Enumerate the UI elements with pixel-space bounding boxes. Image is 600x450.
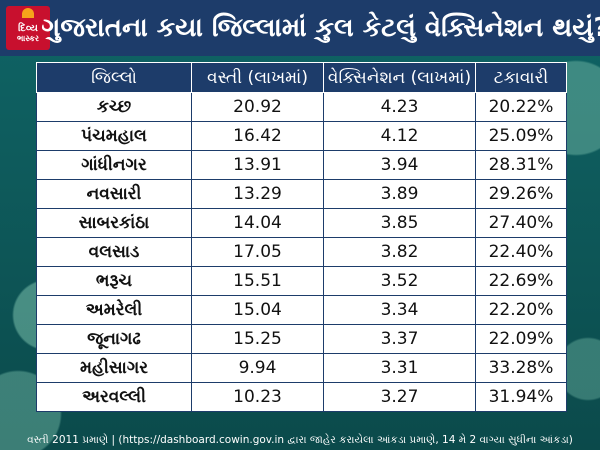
table-row: કચ્છ 20.92 4.23 20.22%	[36, 92, 567, 122]
table-row: નવસારી 13.29 3.89 29.26%	[36, 179, 567, 209]
district-cell: ગાંધીનગર	[36, 150, 192, 180]
header-percentage: ટકાવારી	[475, 62, 567, 93]
district-cell: ભરૂચ	[36, 266, 192, 296]
page-title: ગુજરાતના કયા જિલ્લામાં કુલ કેટલું વેક્સિ…	[41, 12, 600, 43]
population-cell: 13.29	[191, 179, 324, 209]
source-footnote: વસ્તી 2011 પ્રમાણે | (https://dashboard.…	[27, 434, 573, 446]
population-cell: 9.94	[191, 353, 324, 383]
table-row: ગાંધીનગર 13.91 3.94 28.31%	[36, 150, 567, 180]
table-row: વલસાડ 17.05 3.82 22.40%	[36, 237, 567, 267]
district-cell: સાબરકાંઠા	[36, 208, 192, 238]
sun-icon	[22, 8, 34, 18]
district-cell: અમરેલી	[36, 295, 192, 325]
vaccination-cell: 3.37	[323, 324, 476, 354]
divya-bhaskar-logo: દિવ્ય ભાસ્કર	[6, 6, 50, 50]
table-row: અમરેલી 15.04 3.34 22.20%	[36, 295, 567, 325]
table-row: મહીસાગર 9.94 3.31 33.28%	[36, 353, 567, 383]
percentage-cell: 20.22%	[475, 92, 567, 122]
logo-text-line1: દિવ્ય	[18, 22, 38, 34]
district-cell: જૂનાગઢ	[36, 324, 192, 354]
vaccination-table: જિલ્લો વસ્તી (લાખમાં) વેક્સિનેશન (લાખમાં…	[36, 62, 567, 412]
population-cell: 16.42	[191, 121, 324, 151]
district-cell: વલસાડ	[36, 237, 192, 267]
population-cell: 14.04	[191, 208, 324, 238]
vaccination-cell: 3.27	[323, 382, 476, 412]
table-row: સાબરકાંઠા 14.04 3.85 27.40%	[36, 208, 567, 238]
percentage-cell: 28.31%	[475, 150, 567, 180]
percentage-cell: 25.09%	[475, 121, 567, 151]
district-cell: મહીસાગર	[36, 353, 192, 383]
vaccination-cell: 3.52	[323, 266, 476, 296]
population-cell: 15.25	[191, 324, 324, 354]
vaccination-cell: 4.23	[323, 92, 476, 122]
population-cell: 10.23	[191, 382, 324, 412]
percentage-cell: 22.20%	[475, 295, 567, 325]
district-cell: નવસારી	[36, 179, 192, 209]
percentage-cell: 22.09%	[475, 324, 567, 354]
percentage-cell: 33.28%	[475, 353, 567, 383]
table-row: જૂનાગઢ 15.25 3.37 22.09%	[36, 324, 567, 354]
vaccination-cell: 3.34	[323, 295, 476, 325]
population-cell: 15.51	[191, 266, 324, 296]
population-cell: 17.05	[191, 237, 324, 267]
vaccination-cell: 3.89	[323, 179, 476, 209]
percentage-cell: 31.94%	[475, 382, 567, 412]
header-population: વસ્તી (લાખમાં)	[191, 62, 324, 93]
vaccination-cell: 3.31	[323, 353, 476, 383]
district-cell: અરવલ્લી	[36, 382, 192, 412]
table-header-row: જિલ્લો વસ્તી (લાખમાં) વેક્સિનેશન (લાખમાં…	[36, 62, 567, 93]
percentage-cell: 22.40%	[475, 237, 567, 267]
vaccination-cell: 3.82	[323, 237, 476, 267]
district-cell: કચ્છ	[36, 92, 192, 122]
vaccination-table-container: જિલ્લો વસ્તી (લાખમાં) વેક્સિનેશન (લાખમાં…	[36, 62, 567, 412]
district-cell: પંચમહાલ	[36, 121, 192, 151]
vaccination-cell: 3.94	[323, 150, 476, 180]
percentage-cell: 22.69%	[475, 266, 567, 296]
percentage-cell: 27.40%	[475, 208, 567, 238]
population-cell: 20.92	[191, 92, 324, 122]
logo-text-line2: ભાસ્કર	[16, 33, 40, 43]
header-bar: દિવ્ય ભાસ્કર ગુજરાતના કયા જિલ્લામાં કુલ …	[0, 0, 600, 56]
percentage-cell: 29.26%	[475, 179, 567, 209]
header-district: જિલ્લો	[36, 62, 192, 93]
table-row: ભરૂચ 15.51 3.52 22.69%	[36, 266, 567, 296]
vaccination-cell: 3.85	[323, 208, 476, 238]
header-vaccination: વેક્સિનેશન (લાખમાં)	[323, 62, 476, 93]
population-cell: 15.04	[191, 295, 324, 325]
table-row: અરવલ્લી 10.23 3.27 31.94%	[36, 382, 567, 412]
table-row: પંચમહાલ 16.42 4.12 25.09%	[36, 121, 567, 151]
population-cell: 13.91	[191, 150, 324, 180]
vaccination-cell: 4.12	[323, 121, 476, 151]
